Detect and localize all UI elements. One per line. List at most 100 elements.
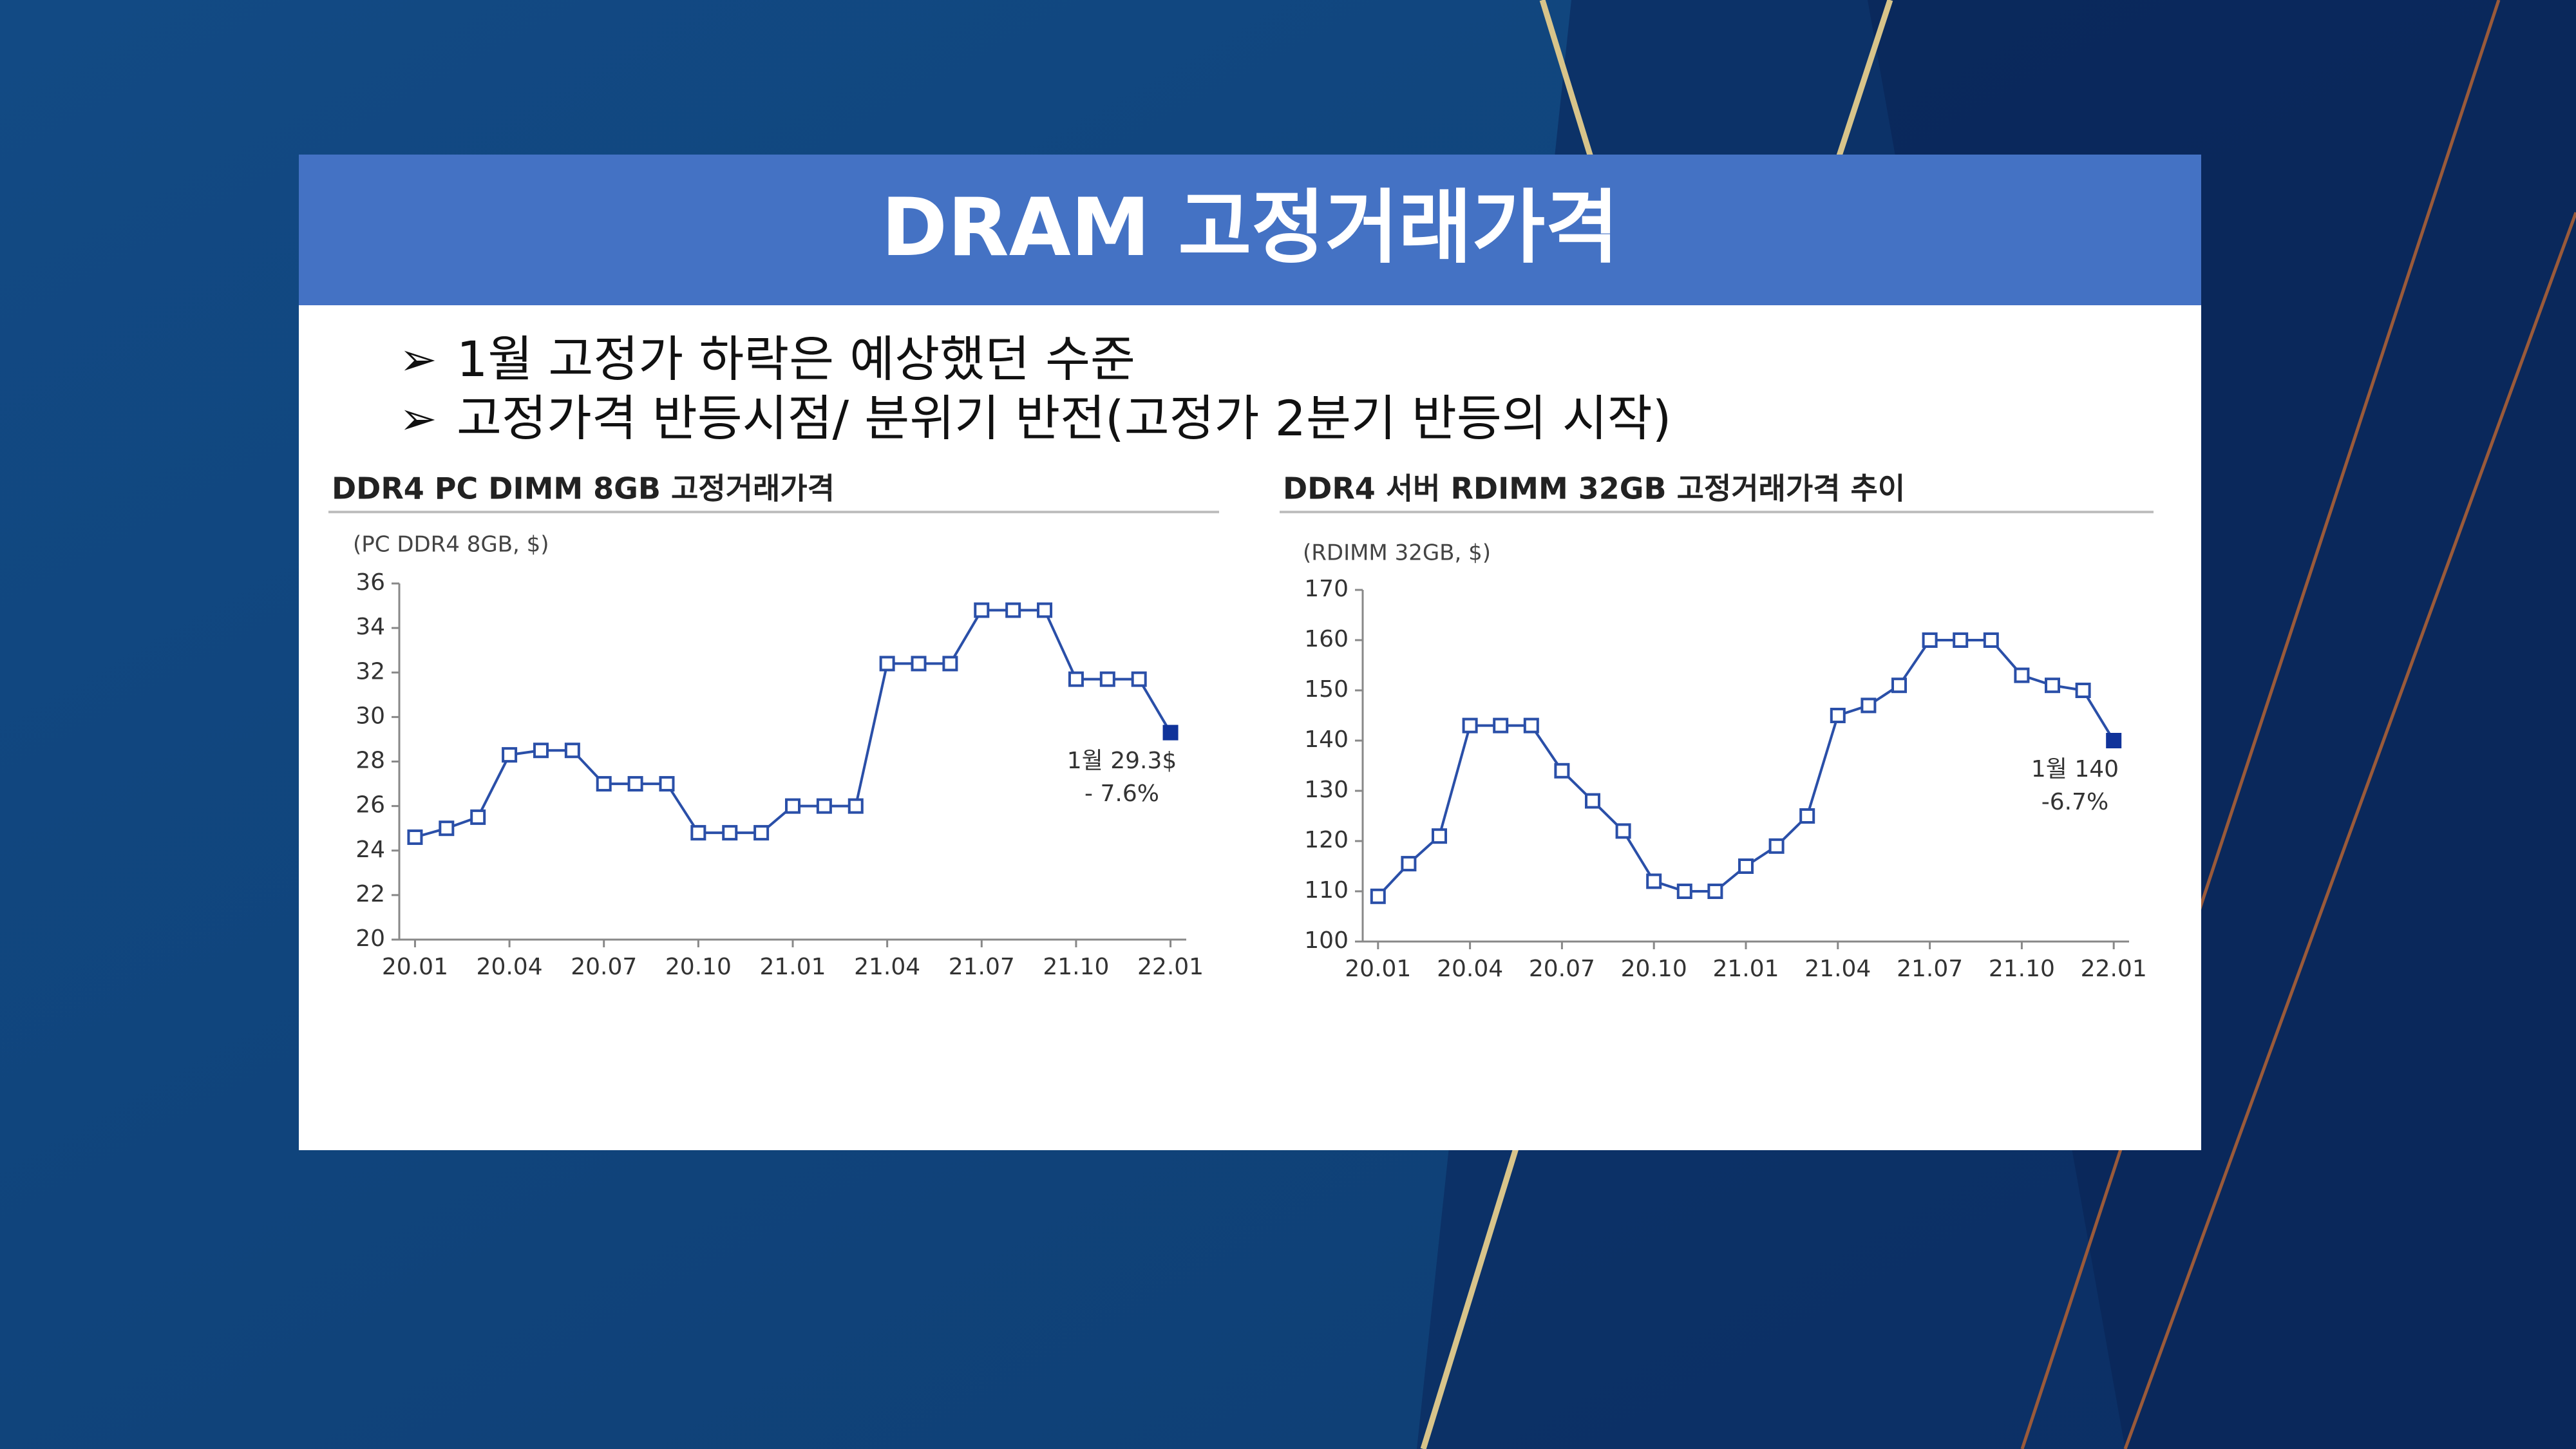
x-tick-label: 20.10 (1621, 956, 1687, 982)
point-marker (1068, 671, 1084, 687)
y-tick-label: 32 (355, 658, 385, 685)
point-marker (1615, 823, 1631, 839)
point-marker (2075, 683, 2091, 698)
copper-line (2123, 212, 2576, 1449)
point-marker (1891, 677, 1907, 694)
point-marker (1401, 856, 1417, 872)
y-tick-label: 34 (355, 614, 385, 640)
point-marker (1370, 888, 1386, 904)
annotation: 1월 29.3$ (1067, 748, 1177, 774)
y-tick-label: 110 (1304, 877, 1349, 904)
y-tick-label: 22 (355, 881, 385, 907)
x-tick-label: 20.07 (571, 954, 637, 980)
point-marker (879, 656, 895, 672)
x-tick-label: 21.04 (1804, 956, 1871, 982)
point-marker (1768, 838, 1785, 854)
point-marker (816, 798, 832, 814)
point-marker (627, 776, 643, 792)
x-tick-label: 21.07 (1897, 956, 1963, 982)
bullet-arrow: ➢ (399, 392, 437, 445)
point-marker (1162, 724, 1179, 741)
annotation: - 7.6% (1084, 781, 1159, 807)
point-marker (1676, 884, 1692, 899)
chart-title: DDR4 서버 RDIMM 32GB 고정거래가격 추이 (1283, 471, 1905, 506)
x-tick-label: 20.01 (1345, 956, 1411, 982)
x-tick-label: 20.01 (382, 954, 448, 980)
header-band (299, 155, 2201, 305)
y-tick-label: 170 (1304, 576, 1349, 602)
x-tick-label: 21.01 (1712, 956, 1779, 982)
point-marker (470, 809, 486, 825)
point-marker (974, 602, 990, 618)
point-marker (1922, 632, 1938, 648)
slide-title: DRAM 고정거래가격 (881, 182, 1618, 274)
point-marker (1554, 762, 1570, 779)
y-tick-label: 160 (1304, 626, 1349, 652)
x-tick-label: 21.07 (949, 954, 1015, 980)
x-tick-label: 21.10 (1989, 956, 2055, 982)
y-tick-label: 130 (1304, 777, 1349, 803)
point-marker (1493, 717, 1509, 734)
y-tick-label: 30 (355, 703, 385, 729)
point-marker (596, 776, 612, 792)
x-tick-label: 21.04 (854, 954, 920, 980)
point-marker (1585, 793, 1600, 809)
point-marker (1707, 884, 1723, 899)
point-marker (2045, 677, 2060, 694)
x-tick-label: 22.01 (2081, 956, 2147, 982)
annotation: -6.7% (2041, 789, 2108, 815)
y-tick-label: 26 (355, 792, 385, 819)
bullet: 고정가격 반등시점/ 분위기 반전(고정가 2분기 반등의 시작) (457, 390, 1671, 447)
y-tick-label: 28 (355, 748, 385, 774)
point-marker (439, 820, 455, 837)
gold-line (1539, 0, 1597, 169)
point-marker (942, 656, 958, 672)
point-marker (1131, 671, 1147, 687)
point-marker (1953, 632, 1969, 648)
point-marker (1432, 828, 1447, 844)
point-marker (2106, 733, 2122, 748)
point-marker (1462, 717, 1478, 734)
point-marker (848, 798, 864, 814)
point-marker (659, 776, 675, 792)
point-marker (1983, 632, 1999, 648)
y-tick-label: 24 (355, 837, 385, 863)
y-tick-label: 36 (355, 569, 385, 596)
y-tick-label: 100 (1304, 927, 1349, 954)
point-marker (1799, 808, 1815, 824)
point-marker (690, 825, 706, 841)
x-tick-label: 21.01 (759, 954, 826, 980)
point-marker (1099, 671, 1115, 687)
point-marker (2014, 667, 2030, 683)
point-marker (1523, 717, 1539, 734)
point-marker (1861, 697, 1877, 714)
annotation: 1월 140 (2031, 756, 2119, 782)
point-marker (564, 743, 580, 759)
chart-title: DDR4 PC DIMM 8GB 고정거래가격 (332, 471, 835, 506)
bullet-arrow: ➢ (399, 333, 437, 386)
point-marker (1738, 858, 1754, 874)
y-tick-label: 20 (355, 925, 385, 952)
point-marker (722, 825, 738, 841)
x-tick-label: 22.01 (1137, 954, 1204, 980)
panel (299, 155, 2201, 1150)
x-tick-label: 20.04 (477, 954, 543, 980)
point-marker (911, 656, 927, 672)
y-tick-label: 120 (1304, 827, 1349, 853)
y-axis-label: (PC DDR4 8GB, $) (353, 532, 549, 558)
point-marker (785, 798, 800, 814)
point-marker (1830, 708, 1846, 723)
x-tick-label: 20.07 (1529, 956, 1595, 982)
point-marker (1005, 602, 1021, 618)
gold-line (1832, 0, 1893, 169)
y-tick-label: 140 (1304, 726, 1349, 753)
bullet: 1월 고정가 하락은 예상했던 수준 (457, 330, 1135, 388)
y-tick-label: 150 (1304, 676, 1349, 703)
point-marker (1037, 602, 1053, 618)
x-tick-label: 20.10 (665, 954, 732, 980)
point-marker (407, 829, 423, 846)
point-marker (502, 747, 518, 763)
point-marker (753, 825, 770, 841)
